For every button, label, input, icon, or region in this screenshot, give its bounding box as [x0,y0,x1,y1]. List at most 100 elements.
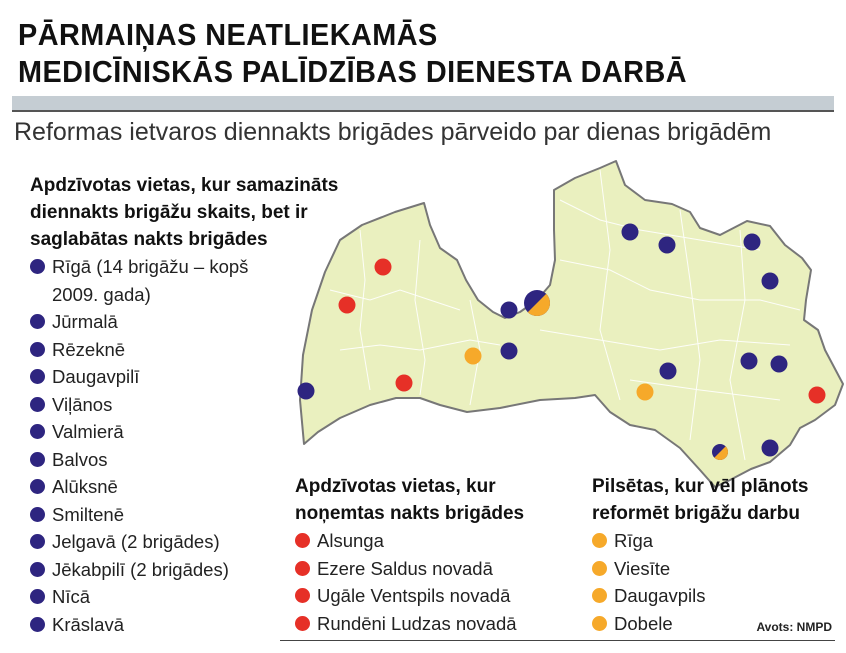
map-marker-reduced-day-night [770,355,788,373]
bullet-dot-icon [30,534,45,549]
bullet-dot-icon [30,506,45,522]
map-marker-reduced-day-night [621,223,639,241]
legend-item: Valmierā [30,418,338,446]
legend-item-label: Alūksnē [52,476,118,497]
legend-item: Rēzeknē [30,336,338,364]
map-marker-reduced-day-night [761,272,779,290]
legend-item: 2009. gada) [30,281,338,309]
legend-heading: Pilsētas, kur vēl plānots reformēt brigā… [592,473,808,527]
legend-item: Ugāle Ventspils novadā [295,582,524,610]
legend-item-label: Alsunga [317,530,384,551]
split-marker-riga [524,290,550,316]
page-title: PĀRMAIŅAS NEATLIEKAMĀS MEDICĪNISKĀS PALĪ… [18,16,687,90]
legend-list: Alsunga Ezere Saldus novadā Ugāle Ventspil… [295,527,524,637]
map-marker-reduced-day-night [659,362,677,380]
legend-item-label: Valmierā [52,421,124,442]
legend-item: Jelgavā (2 brigādes) [30,528,338,556]
heading-line: Pilsētas, kur vēl plānots [592,476,809,497]
heading-line: noņemtas nakts brigādes [295,503,525,524]
legend-item: Ezere Saldus novadā [295,555,524,583]
legend-heading: Apdzīvotas vietas, kur noņemtas nakts br… [295,473,524,527]
heading-line: Apdzīvotas vietas, kur [295,476,496,497]
latvia-outline [299,160,844,488]
legend-item-label: Krāslavā [52,613,124,635]
legend-item-label: Daugavpils [614,585,706,606]
title-line-2: MEDICĪNISKĀS PALĪDZĪBAS DIENESTA DARBĀ [18,54,688,89]
legend-item-label: Balvos [52,448,108,470]
legend-item-label: Dobele [614,612,673,634]
legend-item-label: Jēkabpilī (2 brigādes) [52,558,229,580]
legend-item: Daugavpilī [30,363,338,391]
bullet-dot-icon [30,561,45,577]
map-marker-night-removed [395,374,413,392]
bullet-dot-icon [592,615,607,631]
region-borders [329,169,801,461]
legend-item-label: Nīcā [52,586,91,607]
legend-night-removed: Apdzīvotas vietas, kur noņemtas nakts br… [295,473,524,637]
heading-line: diennakts brigāžu skaits, bet ir [30,202,308,223]
legend-item: Jūrmalā [30,308,338,336]
legend-item-label: Daugavpilī [52,366,140,387]
map-marker-planned [464,347,482,365]
split-marker-daugavpils [712,444,728,460]
bullet-dot-icon [295,533,310,548]
bullet-dot-icon [30,396,45,412]
bullet-dot-icon [30,369,45,384]
bullet-dot-icon [295,560,310,576]
legend-item-label: Smiltenē [52,503,124,525]
legend-item: Rundēni Ludzas novadā [295,610,524,638]
subtitle: Reformas ietvaros diennakts brigādes pār… [14,118,772,146]
bullet-dot-icon [30,589,45,604]
legend-list: Rīgā (14 brigāžu – kopš 2009. gada) Jūrmal… [30,253,338,638]
legend-item-label: Ezere Saldus novadā [317,557,493,579]
legend-item-label: Rīga [614,530,654,551]
bottom-rule [280,640,835,641]
legend-item: Rīgā (14 brigāžu – kopš [30,253,338,281]
bullet-dot-icon [30,259,45,274]
legend-item: Daugavpils [592,582,808,610]
map-marker-reduced-day-night [761,439,779,457]
bullet-dot-icon [30,314,45,329]
legend-item-label: Viļānos [52,393,113,415]
map-marker-planned [636,383,654,401]
legend-item: Balvos [30,446,338,474]
bullet-dot-icon [592,588,607,603]
heading-line: reformēt brigāžu darbu [592,503,800,524]
legend-item-label: Ugāle Ventspils novadā [317,585,511,606]
bullet-dot-icon [30,479,45,494]
legend-reduced-brigades: Apdzīvotas vietas, kur samazināts dienna… [30,172,338,638]
legend-item-label: 2009. gada) [52,283,151,305]
bullet-dot-icon [30,616,45,632]
bullet-dot-icon [592,560,607,576]
legend-item-label: Viesīte [614,557,671,579]
legend-item-label: Jelgavā (2 brigādes) [52,531,220,552]
bullet-dot-icon [295,588,310,603]
legend-item-label: Rēzeknē [52,338,126,360]
legend-item: Alsunga [295,527,524,555]
map-marker-night-removed [338,296,356,314]
bullet-dot-icon [30,424,45,439]
legend-item: Jēkabpilī (2 brigādes) [30,556,338,584]
legend-item: Alūksnē [30,473,338,501]
legend-list: Rīga Viesīte Daugavpils Dobele [592,527,808,637]
source-note: Avots: NMPD [756,620,832,634]
legend-item-label: Rundēni Ludzas novadā [317,612,517,634]
legend-item: Dobele [592,610,808,638]
map-marker-reduced-day-night [297,382,315,400]
legend-item: Smiltenē [30,501,338,529]
bullet-dot-icon [295,615,310,631]
map-marker-reduced-day-night [500,342,518,360]
map-marker-night-removed [374,258,392,276]
map-marker-reduced-day-night [740,352,758,370]
legend-heading: Apdzīvotas vietas, kur samazināts dienna… [30,172,338,253]
legend-planned-reform: Pilsētas, kur vēl plānots reformēt brigā… [592,473,808,637]
legend-item: Krāslavā [30,611,338,639]
title-line-1: PĀRMAIŅAS NEATLIEKAMĀS [18,17,438,52]
legend-item-label: Rīgā (14 brigāžu – kopš [52,256,249,277]
heading-line: saglabātas nakts brigādes [30,229,268,250]
map-marker-reduced-day-night [743,233,761,251]
map-marker-reduced-day-night [500,301,518,319]
heading-line: Apdzīvotas vietas, kur samazināts [30,175,339,196]
bullet-dot-icon [30,451,45,467]
